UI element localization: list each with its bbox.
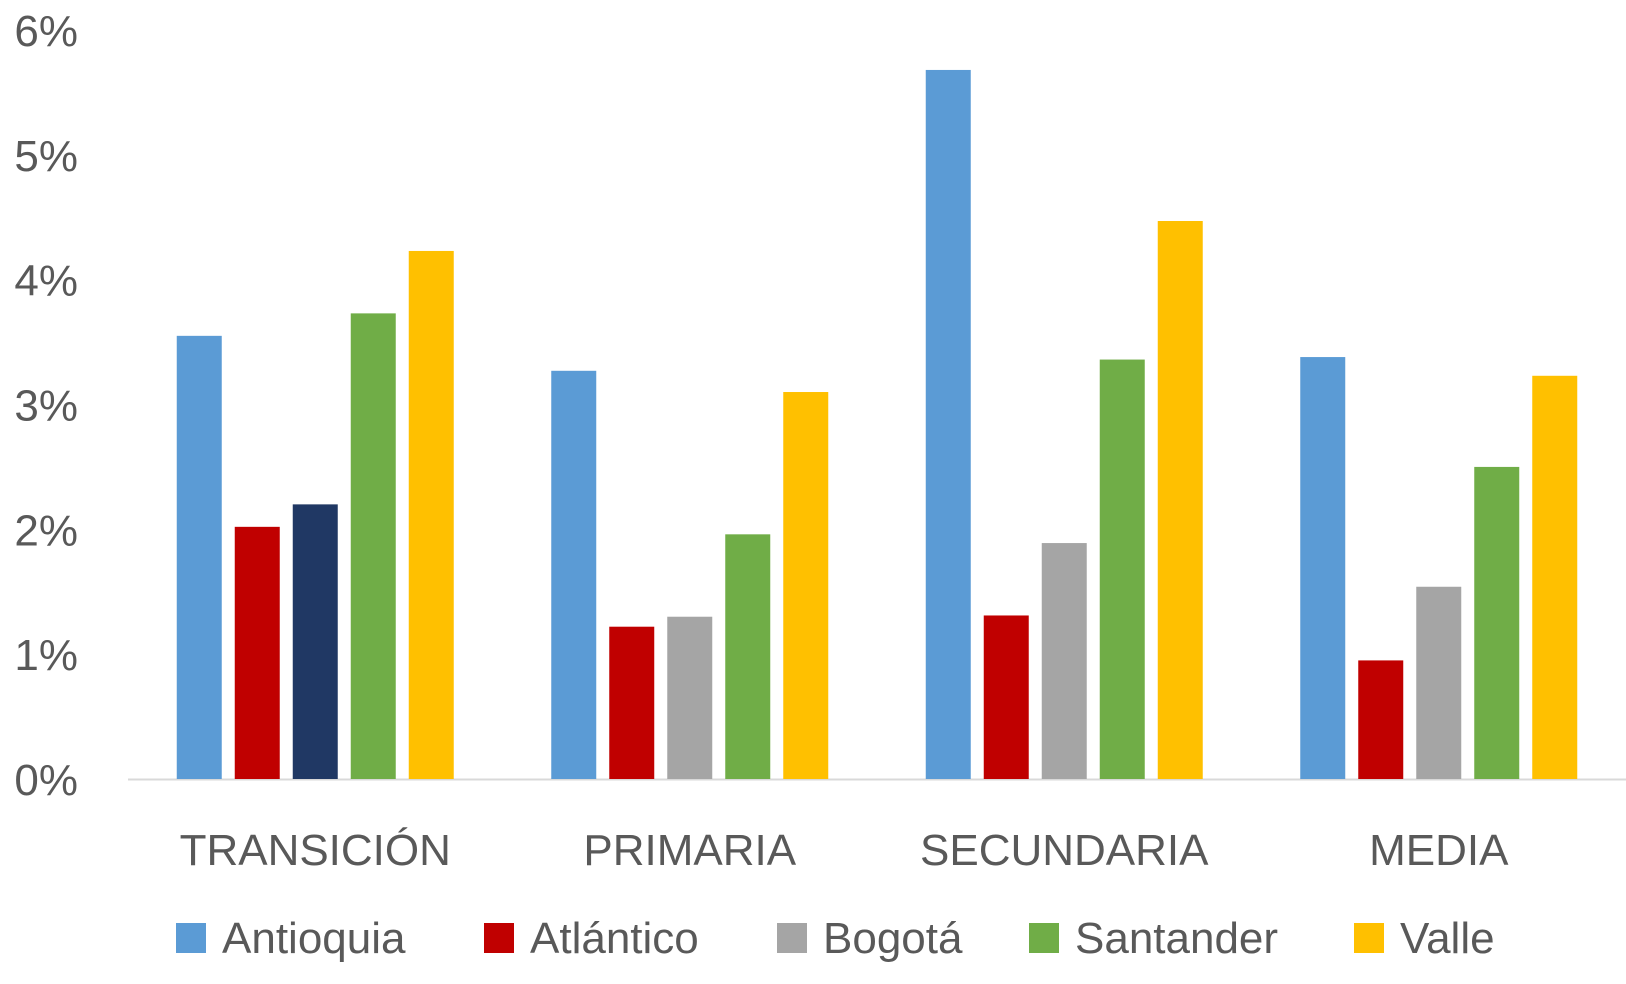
bar-antioquia-3: [1300, 357, 1346, 779]
x-tick-label: PRIMARIA: [583, 826, 796, 875]
y-tick-label: 0%: [14, 756, 78, 805]
bar-atlantico-3: [1358, 660, 1404, 779]
bar-valle-0: [408, 250, 454, 779]
bar-antioquia-1: [551, 370, 597, 779]
legend-swatch: [1029, 923, 1059, 953]
bar-valle-1: [783, 392, 829, 779]
bar-bogota-3: [1416, 586, 1462, 779]
legend-label: Bogotá: [823, 914, 963, 963]
y-tick-label: 2%: [14, 506, 78, 555]
legend-swatch: [1354, 923, 1384, 953]
y-tick-label: 4%: [14, 257, 78, 306]
y-tick-label: 6%: [14, 7, 78, 56]
x-tick-label: SECUNDARIA: [920, 826, 1209, 875]
legend-label: Antioquia: [222, 914, 406, 963]
bar-santander-2: [1099, 359, 1145, 779]
legend-swatch: [484, 923, 514, 953]
y-tick-label: 1%: [14, 631, 78, 680]
x-tick-label: TRANSICIÓN: [180, 826, 451, 875]
bar-valle-2: [1157, 220, 1203, 779]
legend-label: Santander: [1075, 914, 1278, 963]
bar-santander-1: [725, 534, 771, 779]
bar-bogota-1: [667, 616, 713, 779]
bar-valle-3: [1532, 375, 1578, 779]
x-tick-label: MEDIA: [1369, 826, 1509, 875]
bar-santander-3: [1474, 466, 1520, 779]
bar-atlantico-0: [234, 526, 280, 779]
legend-swatch: [777, 923, 807, 953]
bar-antioquia-2: [925, 69, 971, 780]
legend-label: Valle: [1400, 914, 1495, 963]
bar-santander-0: [350, 313, 396, 779]
y-tick-label: 3%: [14, 382, 78, 431]
y-tick-label: 5%: [14, 132, 78, 181]
legend-swatch: [176, 923, 206, 953]
bar-bogota-2: [1041, 543, 1087, 779]
bar-antioquia-0: [176, 335, 222, 779]
bar-atlantico-1: [609, 626, 655, 779]
bar-bogota-0: [292, 504, 338, 779]
bar-atlantico-2: [983, 615, 1029, 779]
legend-label: Atlántico: [530, 914, 699, 963]
